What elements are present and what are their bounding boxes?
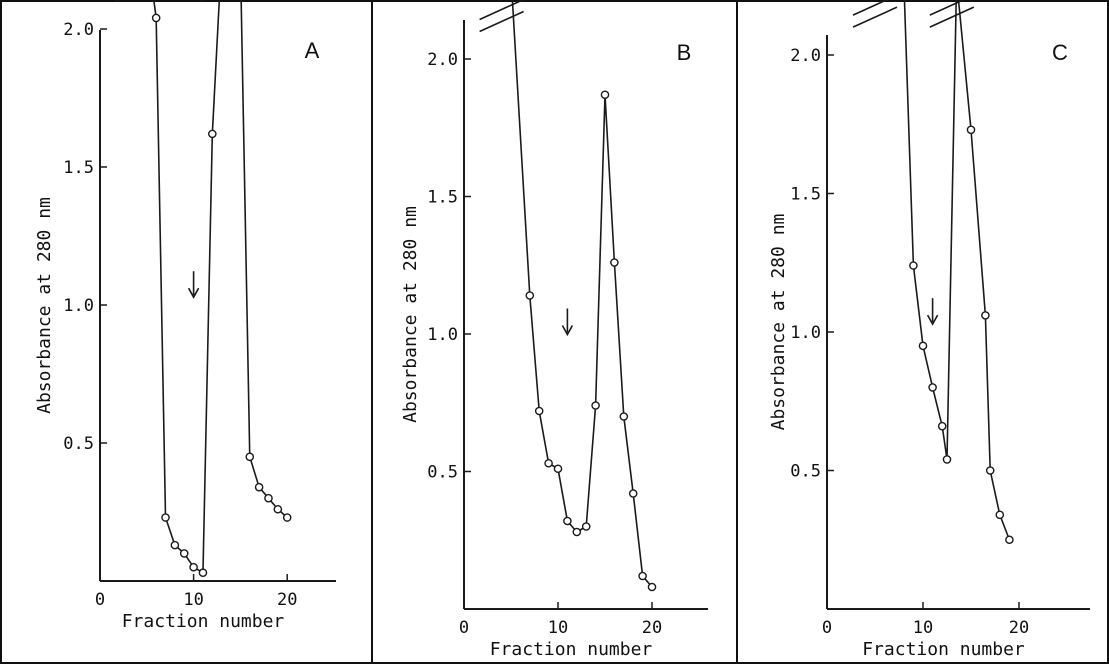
arrow-head (561, 325, 574, 337)
data-point (534, 406, 544, 416)
data-point (638, 571, 647, 581)
x-axis-title: Fraction number (862, 639, 1025, 660)
panel-letter: A (305, 38, 320, 63)
data-point (208, 129, 217, 139)
data-point (198, 568, 208, 578)
axis-break-mark (852, 6, 898, 28)
data-point (995, 510, 1005, 520)
data-point (161, 513, 170, 522)
data-point (544, 458, 553, 468)
axis-break-mark (929, 6, 975, 28)
x-axis-title: Fraction number (122, 611, 285, 632)
data-point (525, 291, 535, 300)
series-line (903, 0, 1011, 541)
panel-letter: B (677, 40, 692, 65)
y-tick-label: 2.0 (63, 20, 94, 40)
data-point (563, 516, 572, 526)
axis-break-mark (479, 10, 524, 33)
y-tick-label: 1.5 (790, 185, 821, 205)
y-tick-label: 1.0 (427, 325, 458, 345)
data-point (245, 452, 255, 462)
y-tick-label: 1.5 (63, 158, 94, 178)
data-point (918, 341, 928, 351)
data-point (628, 489, 638, 498)
x-tick-label: 0 (95, 590, 105, 610)
x-tick-label: 0 (822, 618, 832, 638)
data-point (985, 466, 995, 475)
x-tick-label: 20 (1009, 618, 1029, 638)
data-point (591, 401, 600, 410)
data-point (981, 311, 990, 320)
y-axis-title: Absorbance at 280 nm (34, 197, 55, 414)
arrow-head (926, 314, 939, 326)
data-point (170, 540, 180, 550)
x-tick-label: 10 (548, 618, 568, 638)
data-point (264, 493, 273, 503)
y-tick-label: 0.5 (63, 434, 94, 454)
y-tick-label: 2.0 (790, 46, 821, 66)
y-axis-title: Absorbance at 280 nm (400, 206, 421, 423)
data-point (942, 455, 952, 464)
x-axis-title: Fraction number (490, 639, 653, 660)
data-point (610, 258, 619, 267)
x-tick-label: 20 (642, 618, 662, 638)
y-axis-title: Absorbance at 280 nm (768, 214, 789, 431)
data-point (273, 504, 283, 514)
x-tick-label: 20 (277, 590, 297, 610)
data-point (937, 421, 947, 431)
y-tick-label: 1.0 (790, 323, 821, 343)
x-tick-label: 10 (913, 618, 933, 638)
data-point (909, 261, 918, 270)
data-point (553, 464, 563, 474)
axis-break-mark (852, 0, 889, 16)
y-tick-label: 0.5 (790, 462, 821, 482)
y-tick-label: 2.0 (427, 50, 458, 70)
data-point (966, 125, 976, 135)
x-tick-label: 10 (183, 590, 203, 610)
y-tick-label: 0.5 (427, 463, 458, 483)
axis-break-mark (929, 0, 966, 16)
data-point (572, 527, 582, 537)
x-tick-label: 0 (459, 618, 469, 638)
y-tick-label: 1.0 (63, 296, 94, 316)
data-point (928, 383, 937, 392)
series-line (153, 0, 288, 575)
data-point (189, 562, 198, 572)
data-point (619, 412, 629, 421)
data-point (151, 13, 161, 23)
data-point (581, 522, 591, 531)
panel-letter: C (1052, 40, 1068, 65)
data-point (600, 90, 610, 100)
arrow-head (187, 287, 200, 299)
y-tick-label: 1.5 (427, 188, 458, 208)
data-point (282, 513, 292, 522)
data-point (179, 549, 189, 558)
data-point (254, 482, 264, 492)
data-point (647, 582, 657, 592)
axis-break-mark (479, 0, 524, 21)
data-point (1005, 535, 1014, 545)
